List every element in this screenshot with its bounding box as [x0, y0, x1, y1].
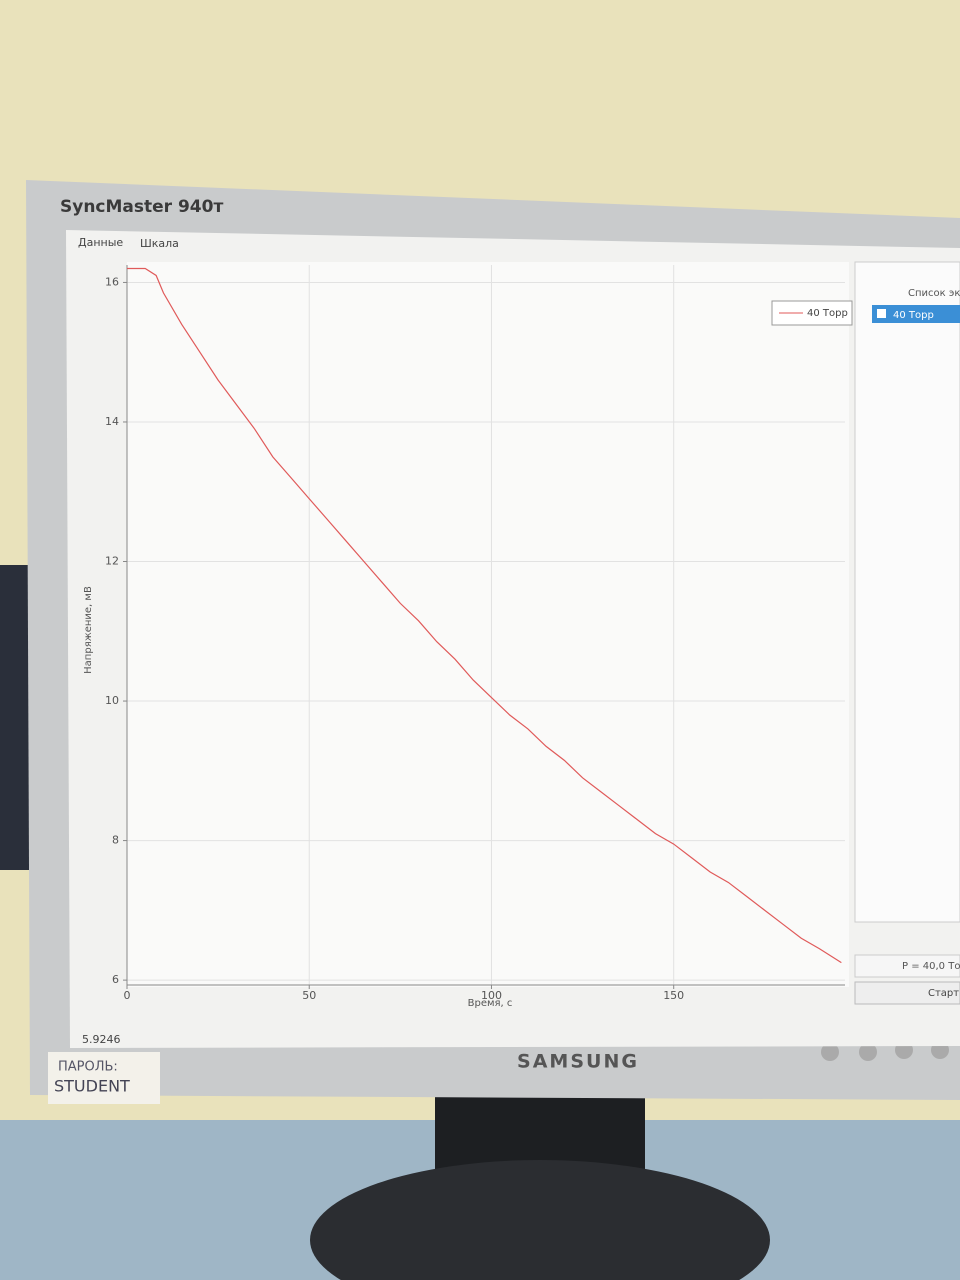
- start-button[interactable]: [854, 981, 960, 1005]
- panel-item[interactable]: 40 Торр: [893, 310, 934, 321]
- side-panel: [854, 261, 960, 923]
- plot-area: [127, 262, 849, 987]
- model: SyncMaster 940т: [60, 197, 223, 217]
- button[interactable]: [821, 1043, 839, 1061]
- menu-item[interactable]: Данные: [78, 236, 123, 249]
- panel-title: Список экс: [908, 288, 960, 299]
- readout: P = 40,0 То: [902, 961, 960, 972]
- y-tick-label: 6: [112, 973, 119, 986]
- data-line: [127, 267, 842, 964]
- x-axis-label: Время, с: [468, 998, 513, 1009]
- y-tick-label: 10: [105, 694, 119, 707]
- x-tick-label: 100: [481, 989, 502, 1002]
- x-tick-label: 50: [302, 989, 316, 1002]
- y-tick-label: 16: [105, 275, 119, 288]
- button[interactable]: [859, 1043, 877, 1061]
- legend-label: 40 Торр: [807, 308, 848, 319]
- readout-box: [854, 954, 960, 978]
- board: [0, 565, 30, 870]
- status: 5.9246: [82, 1033, 121, 1046]
- y-tick-label: 12: [105, 555, 119, 568]
- x-tick-label: 150: [663, 989, 684, 1002]
- x-tick-label: 0: [124, 989, 131, 1002]
- y-tick-label: 8: [112, 834, 119, 847]
- checkbox[interactable]: [877, 309, 886, 318]
- y-axis-label: Напряжение, мВ: [83, 586, 94, 674]
- menu-item[interactable]: Шкала: [140, 237, 179, 250]
- note-line: STUDENT: [54, 1077, 130, 1096]
- panel-item-bg[interactable]: [872, 305, 960, 323]
- brand: SAMSUNG: [517, 1051, 639, 1073]
- y-tick-label: 14: [105, 415, 119, 428]
- start-label[interactable]: Старт: [928, 988, 959, 999]
- stand-base: [310, 1160, 770, 1280]
- note-line: ПАРОЛЬ:: [58, 1060, 118, 1075]
- sticky-note: [48, 1052, 160, 1104]
